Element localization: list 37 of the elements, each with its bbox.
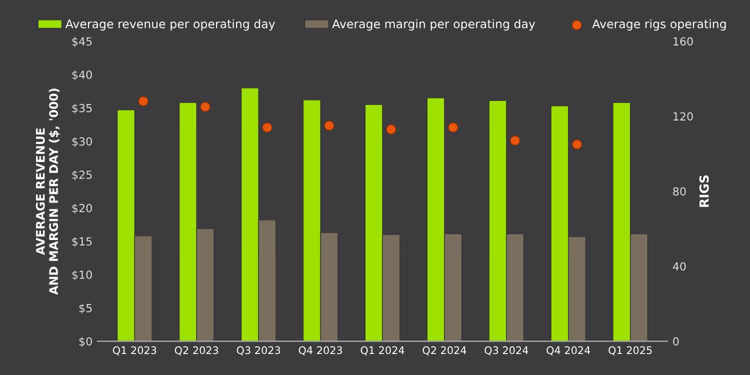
legend-label: Average rigs operating <box>592 19 726 31</box>
x-tick-label: Q3 2023 <box>236 346 280 356</box>
x-tick-label: Q4 2024 <box>546 346 590 356</box>
y-axis-title: AVERAGE REVENUE AND MARGIN PER DAY ($, '000) <box>36 88 60 295</box>
y-tick-label: $10 <box>72 270 92 280</box>
y-tick-label: $40 <box>72 70 92 80</box>
y-tick-label: $30 <box>72 137 92 148</box>
point <box>572 139 582 150</box>
x-tick-label: Q1 2023 <box>112 346 156 356</box>
point <box>386 124 396 134</box>
y-tick-label: $35 <box>72 104 92 114</box>
point <box>510 136 520 146</box>
point <box>324 120 334 131</box>
x-tick-label: Q1 2025 <box>608 346 652 356</box>
y2-tick-label: 40 <box>672 262 686 271</box>
y2-tick-label: 120 <box>674 112 693 121</box>
point <box>200 102 210 112</box>
y-tick-label: $20 <box>72 204 92 214</box>
x-tick-label: Q2 2023 <box>174 346 218 356</box>
legend-label: Average revenue per operating day <box>65 19 276 31</box>
legend-label: Average margin per operating day <box>332 19 536 31</box>
y2-axis-title: RIGS <box>699 175 709 207</box>
x-tick-label: Q2 2024 <box>422 346 466 356</box>
x-tick-label: Q4 2023 <box>298 346 342 356</box>
x-tick-label: Q3 2024 <box>484 346 528 356</box>
point <box>448 122 458 133</box>
y-tick-label: $45 <box>72 37 92 48</box>
y2-tick-label: 80 <box>673 187 686 196</box>
point <box>138 96 148 106</box>
y-tick-label: $25 <box>72 170 92 180</box>
y2-tick-label: 0 <box>673 337 679 346</box>
y-tick-label: $15 <box>72 237 92 248</box>
x-tick-label: Q1 2024 <box>360 346 404 356</box>
y-tick-label: $5 <box>79 304 92 314</box>
point <box>262 122 272 133</box>
y2-tick-label: 160 <box>674 37 693 46</box>
y-tick-label: $0 <box>79 337 92 348</box>
